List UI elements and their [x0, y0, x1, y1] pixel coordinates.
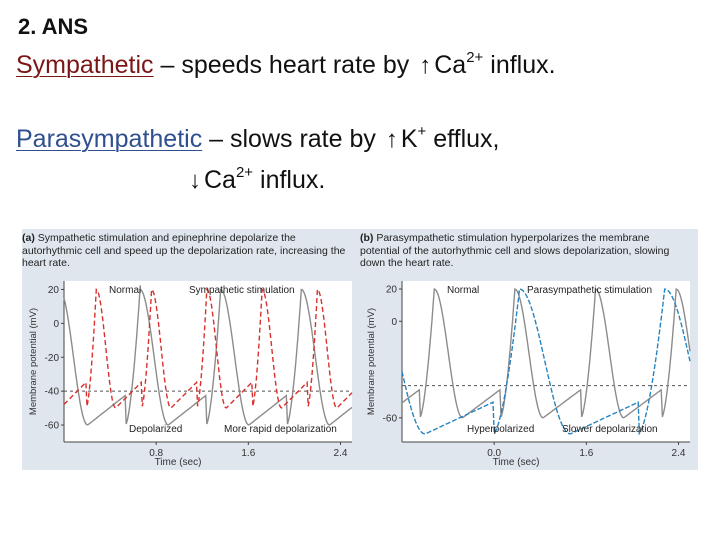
y-tick-label: -60: [383, 413, 398, 424]
up-arrow-icon: ↑: [385, 126, 398, 153]
sympathetic-text: – speeds heart rate by: [153, 51, 417, 79]
annotation-stimulation: Sympathetic stimulation: [189, 285, 295, 296]
calcium-line: ↓ Ca2+ influx.: [186, 164, 326, 195]
panel-label: (b): [360, 232, 374, 244]
x-tick-label: 1.6: [579, 448, 593, 459]
series-line: [401, 288, 691, 436]
ans-figure: (a) Sympathetic stimulation and epinephr…: [22, 229, 698, 470]
y-tick-label: 20: [48, 285, 60, 296]
plot-area: [402, 281, 690, 442]
annotation-stimulation: Parasympathetic stimulation: [527, 285, 652, 296]
y-axis-label: Membrane potential (mV): [28, 308, 39, 415]
up-arrow-icon: ↑: [419, 52, 432, 79]
sympathetic-term: Sympathetic: [16, 51, 154, 79]
x-tick-label: 0.8: [149, 448, 163, 459]
ion-name: Ca: [204, 166, 236, 194]
chart-sympathetic: 20 0 -20 -40 -60 0.8 1.6 2.4 Time (sec) Membrane …: [28, 281, 353, 468]
caption-text: Sympathetic stimulation and epinephrine …: [22, 232, 346, 269]
x-axis-label: Time (sec): [155, 457, 202, 468]
annotation-bottom-right: Slower depolarization: [562, 424, 658, 435]
slide-heading: 2. ANS: [18, 14, 89, 39]
panel-parasympathetic: (b) Parasympathetic stimulation hyperpol…: [360, 229, 698, 470]
panel-sympathetic: (a) Sympathetic stimulation and epinephr…: [22, 229, 360, 470]
y-tick-label: 0: [53, 319, 59, 330]
y-tick-label: -60: [45, 421, 60, 432]
parasympathetic-text: – slows rate by: [202, 125, 383, 153]
ion-charge: 2+: [466, 49, 484, 66]
ion-charge: 2+: [235, 164, 254, 181]
panel-caption: (b) Parasympathetic stimulation hyperpol…: [360, 232, 690, 270]
sympathetic-line: Sympathetic – speeds heart rate by ↑ Ca2+…: [16, 49, 556, 80]
annotation-normal: Normal: [109, 285, 141, 296]
x-tick-label: 0.0: [487, 448, 501, 459]
sympathetic-tail: influx.: [483, 51, 556, 79]
y-tick-label: 0: [391, 317, 397, 328]
y-axis-label: Membrane potential (mV): [366, 308, 377, 415]
y-tick-label: 20: [386, 285, 398, 296]
x-axis-label: Time (sec): [493, 457, 540, 468]
panel-label: (a): [22, 232, 35, 244]
calcium-tail: influx.: [253, 166, 326, 194]
ion-charge: +: [417, 123, 427, 140]
ion-name: K: [400, 125, 418, 153]
annotation-bottom-left: Hyperpolarized: [467, 424, 534, 435]
down-arrow-icon: ↓: [189, 167, 201, 194]
y-tick-label: -40: [45, 387, 60, 398]
annotation-bottom-right: More rapid depolarization: [224, 424, 337, 435]
ion-name: Ca: [434, 51, 467, 79]
series-line: [401, 288, 691, 419]
x-tick-label: 2.4: [672, 448, 686, 459]
panel-caption: (a) Sympathetic stimulation and epinephr…: [22, 232, 352, 270]
parasympathetic-tail: efflux,: [426, 125, 500, 153]
series-line: [63, 287, 353, 409]
annotation-normal: Normal: [447, 285, 479, 296]
caption-text: Parasympathetic stimulation hyperpolariz…: [360, 232, 670, 269]
parasympathetic-term: Parasympathetic: [16, 125, 203, 153]
annotation-bottom-left: Depolarized: [129, 424, 182, 435]
chart-parasympathetic: 20 0 -60 0.0 1.6 2.4 Time (sec) Membrane potent…: [366, 281, 691, 468]
series-line: [63, 288, 353, 426]
y-tick-label: -20: [45, 353, 60, 364]
x-tick-label: 2.4: [334, 448, 348, 459]
parasympathetic-line: Parasympathetic – slows rate by ↑ K+ effl…: [16, 123, 500, 154]
x-tick-label: 1.6: [241, 448, 255, 459]
plot-area: [64, 281, 352, 442]
